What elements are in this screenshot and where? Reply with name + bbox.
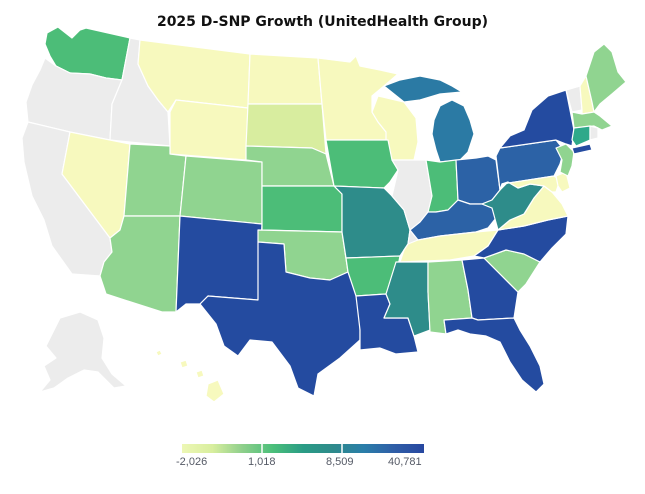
state-ny[interactable] <box>499 89 593 155</box>
state-co[interactable] <box>179 155 263 225</box>
legend-color-bar <box>182 444 424 453</box>
state-ak[interactable] <box>39 311 127 393</box>
state-ia[interactable] <box>325 139 399 189</box>
state-oh[interactable] <box>455 155 501 205</box>
state-me[interactable] <box>585 43 627 113</box>
state-ks[interactable] <box>261 185 343 233</box>
legend-label-min: -2,026 <box>176 456 208 468</box>
color-legend: -2,026 1,018 8,509 40,781 <box>176 444 428 474</box>
legend-label-2: 1,018 <box>248 456 276 468</box>
map-title: 2025 D-SNP Growth (UnitedHealth Group) <box>156 14 489 30</box>
state-fl[interactable] <box>443 317 545 393</box>
state-ri[interactable] <box>589 125 599 141</box>
state-ct[interactable] <box>571 125 591 147</box>
state-hi[interactable] <box>155 349 225 403</box>
state-mi[interactable] <box>383 75 475 163</box>
state-nd[interactable] <box>247 53 323 105</box>
state-nj[interactable] <box>555 143 575 177</box>
legend-label-max: 40,781 <box>388 456 422 468</box>
state-ut[interactable] <box>123 143 187 217</box>
state-wy[interactable] <box>169 99 249 161</box>
legend-label-3: 8,509 <box>326 456 354 468</box>
state-tx[interactable] <box>199 241 361 397</box>
